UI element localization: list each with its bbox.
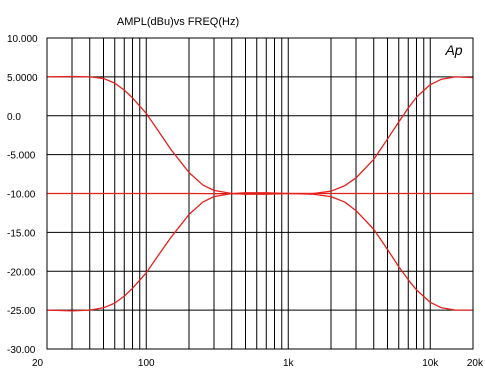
x-tick-labels: 20 100 1k 10k 20k — [32, 358, 484, 369]
y-tick-label: -30.00 — [7, 345, 36, 356]
y-tick-label: -15.00 — [7, 228, 36, 239]
y-tick-label: 10.000 — [7, 34, 38, 45]
y-tick-label: 0.0 — [7, 112, 21, 123]
ap-logo: Ap — [444, 42, 462, 58]
series-line-1 — [47, 76, 473, 194]
series-line-3 — [47, 193, 473, 311]
y-tick-label: 5.0000 — [7, 73, 38, 84]
x-tick-label: 20k — [467, 358, 484, 369]
y-tick-label: -25.00 — [7, 306, 36, 317]
y-tick-label: -10.00 — [7, 190, 36, 201]
y-tick-label: -20.00 — [7, 267, 36, 278]
chart-title: AMPL(dBu)vs FREQ(Hz) — [117, 16, 239, 28]
series-layer — [47, 76, 473, 310]
x-tick-label: 20 — [32, 358, 44, 369]
x-tick-label: 10k — [422, 358, 439, 369]
x-tick-label: 1k — [283, 358, 295, 369]
y-tick-label: -5.000 — [7, 151, 36, 162]
x-tick-label: 100 — [138, 358, 155, 369]
y-tick-labels: 10.000 5.0000 0.0 -5.000 -10.00 -15.00 -20.00 -… — [7, 34, 38, 356]
